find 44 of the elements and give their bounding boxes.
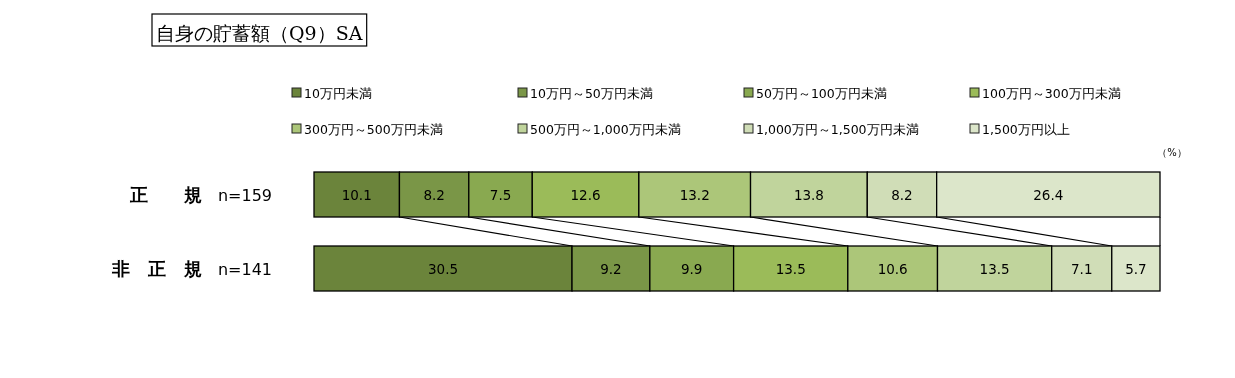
bar: 10.1	[313, 171, 401, 218]
y-tick-label: 非 正 規 n=141	[110, 257, 272, 279]
bar: 30.5	[313, 245, 573, 292]
data-label: 13.5	[775, 260, 806, 277]
legend-label: 100万円～300万円未満	[982, 85, 1121, 101]
legend-label: 1,500万円以上	[982, 121, 1070, 137]
data-label: 7.5	[489, 186, 512, 203]
legend-label: 50万円～100万円未満	[756, 85, 887, 101]
data-label: 13.2	[679, 186, 710, 203]
bar: 7.1	[1051, 245, 1113, 292]
bar: 9.2	[571, 245, 651, 292]
data-label: 10.1	[341, 186, 372, 203]
data-label: 13.5	[979, 260, 1010, 277]
legend-label: 500万円～1,000万円未満	[530, 121, 681, 137]
data-label: 30.5	[427, 260, 459, 277]
data-label: 26.4	[1033, 186, 1064, 203]
data-label: 5.7	[1125, 260, 1147, 277]
chart-title: 自身の貯蓄額（Q9）SA	[156, 22, 363, 44]
bar: 8.2	[866, 171, 938, 218]
data-label: 7.1	[1071, 260, 1093, 277]
bar: 5.7	[1111, 245, 1161, 292]
bar: 13.5	[936, 245, 1053, 292]
bar: 8.2	[398, 171, 470, 218]
data-label: 8.2	[891, 186, 913, 203]
data-label: 9.9	[681, 260, 703, 277]
legend-label: 1,000万円～1,500万円未満	[756, 121, 919, 137]
data-label: 12.6	[570, 186, 601, 203]
data-label: 13.8	[793, 186, 824, 203]
data-label: 8.2	[423, 186, 445, 203]
y-tick-label: 正 規 n=159	[128, 183, 272, 205]
data-label: 10.6	[877, 260, 908, 277]
bar: 12.6	[531, 171, 640, 218]
bar: 13.5	[732, 245, 849, 292]
bar: 13.8	[749, 171, 868, 218]
bar: 7.5	[468, 171, 533, 218]
legend-label: 10万円未満	[304, 85, 372, 101]
bar: 13.2	[638, 171, 752, 218]
legend-label: 10万円～50万円未満	[530, 85, 653, 101]
annotation: （%）	[1157, 147, 1187, 158]
bar: 9.9	[649, 245, 735, 292]
legend-label: 300万円～500万円未満	[304, 121, 443, 137]
bar: 26.4	[936, 171, 1161, 218]
bar: 10.6	[847, 245, 939, 292]
data-label: 9.2	[600, 260, 622, 277]
